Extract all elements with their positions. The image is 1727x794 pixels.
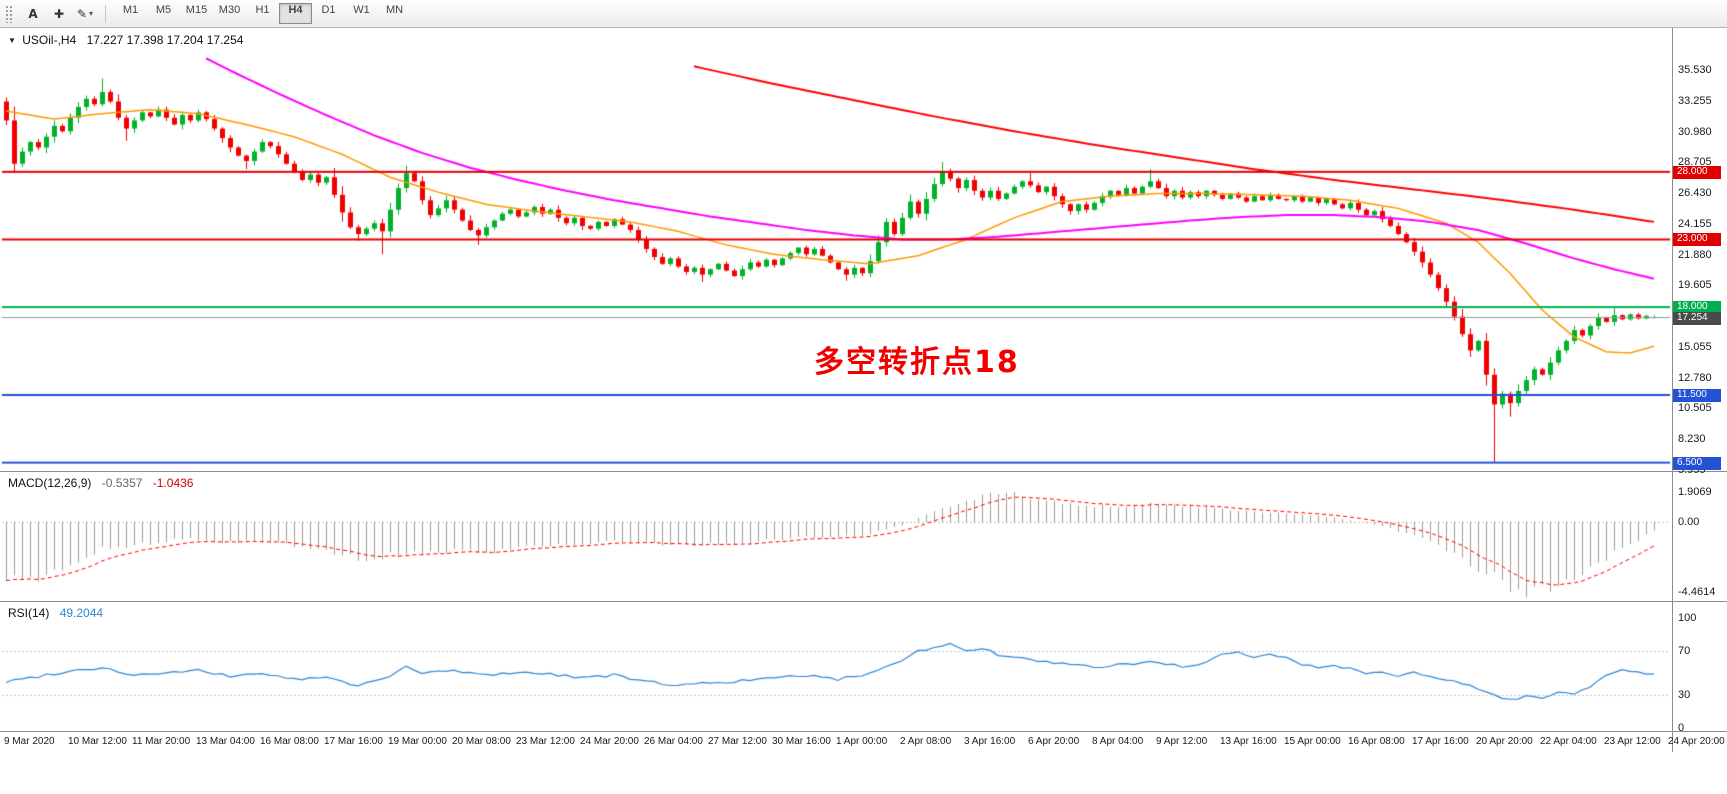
pencil-icon: ✎ [76, 6, 88, 21]
time-axis-label: 13 Apr 16:00 [1220, 736, 1277, 747]
time-axis-label: 11 Mar 20:00 [132, 736, 191, 747]
rsi-tick-label: 100 [1678, 612, 1697, 624]
price-line-badge[interactable]: 11.500 [1673, 389, 1721, 402]
time-axis-label: 1 Apr 00:00 [836, 736, 888, 747]
rsi-label: RSI(14) [8, 606, 50, 620]
price-tick-label: 33.255 [1678, 94, 1712, 107]
draw-tool-button[interactable]: ✎ ▾ [73, 3, 97, 25]
price-line-badge[interactable]: 18.000 [1673, 301, 1721, 315]
toolbar-separator [105, 4, 106, 23]
timeframe-button-m15[interactable]: M15 [185, 4, 208, 16]
price-tick-label: 8.230 [1678, 433, 1706, 446]
toolbar: A ✚ ✎ ▾ M1 M5 M15 M30 H1 H4 D1 W1 MN [0, 0, 1727, 28]
timeframe-button-d1[interactable]: D1 [321, 4, 336, 16]
toolbar-drag-handle[interactable] [5, 4, 14, 23]
rsi-tick-label: 30 [1678, 689, 1691, 701]
rsi-tick-label: 70 [1678, 645, 1691, 657]
price-tick-label: 12.780 [1678, 371, 1712, 384]
timeframe-group: M1 M5 M15 M30 H1 H4 D1 W1 MN [114, 3, 411, 24]
macd-main-value: -0.5357 [101, 476, 143, 490]
price-tick-label: 10.505 [1678, 402, 1712, 415]
macd-signal-value: -1.0436 [152, 476, 194, 490]
chart-info: ▼ USOil-,H4 17.227 17.398 17.204 17.254 [8, 33, 243, 47]
chart-symbol-period: USOil-,H4 [22, 33, 77, 47]
price-line-badge[interactable]: 28.000 [1673, 165, 1721, 179]
price-line-badge[interactable]: 6.500 [1673, 456, 1721, 470]
text-annotation[interactable]: 多空转折点18 [814, 345, 1020, 381]
price-scale-border [1672, 28, 1673, 752]
macd-panel[interactable] [0, 472, 1672, 601]
chart-ohlc-values: 17.227 17.398 17.204 17.254 [86, 33, 244, 47]
price-tick-label: 21.880 [1678, 248, 1712, 261]
timeframe-button-h1[interactable]: H1 [255, 4, 270, 16]
time-axis-label: 17 Mar 16:00 [324, 736, 383, 747]
text-tool-button[interactable]: A [28, 6, 38, 21]
time-axis-label: 16 Mar 08:00 [260, 736, 319, 747]
macd-tick-label: -4.4614 [1678, 586, 1716, 598]
time-axis-label: 24 Mar 20:00 [580, 736, 639, 747]
time-axis-label: 20 Mar 08:00 [452, 736, 511, 747]
time-axis-label: 9 Apr 12:00 [1156, 736, 1208, 747]
timeframe-button-w1[interactable]: W1 [353, 4, 370, 16]
timeframe-button-m30[interactable]: M30 [218, 4, 241, 16]
time-axis-label: 23 Mar 12:00 [516, 736, 575, 747]
panel-splitter-macd[interactable] [0, 471, 1727, 472]
rsi-tick-label: 0 [1678, 722, 1685, 734]
time-axis-label: 15 Apr 00:00 [1284, 736, 1341, 747]
price-tick-label: 35.530 [1678, 64, 1712, 76]
timeframe-button-m5[interactable]: M5 [155, 4, 172, 16]
macd-label: MACD(12,26,9) [8, 476, 92, 490]
macd-tick-label: 0.00 [1678, 515, 1700, 528]
time-axis-label: 16 Apr 08:00 [1348, 736, 1405, 747]
chevron-down-icon[interactable]: ▼ [8, 36, 16, 45]
time-axis-label: 24 Apr 20:00 [1668, 736, 1725, 747]
timeframe-button-h4[interactable]: H4 [279, 3, 312, 24]
rsi-panel[interactable] [0, 602, 1672, 731]
macd-header: MACD(12,26,9) -0.5357 -1.0436 [8, 476, 193, 490]
price-tick-label: 30.980 [1678, 125, 1712, 138]
price-line-badge[interactable]: 23.000 [1673, 233, 1721, 247]
crosshair-icon: ✚ [53, 6, 65, 21]
macd-tick-label: 1.9069 [1678, 486, 1712, 498]
time-axis-label: 9 Mar 2020 [4, 736, 55, 747]
timeframe-button-mn[interactable]: MN [385, 4, 404, 16]
time-axis-label: 10 Mar 12:00 [68, 736, 127, 747]
crosshair-tool-button[interactable]: ✚ [47, 3, 71, 25]
time-axis-label: 26 Mar 04:00 [644, 736, 703, 747]
time-axis-label: 22 Apr 04:00 [1540, 736, 1597, 747]
time-axis-label: 3 Apr 16:00 [964, 736, 1016, 747]
rsi-header: RSI(14) 49.2044 [8, 606, 103, 620]
panel-splitter-rsi[interactable] [0, 601, 1727, 602]
time-axis-label: 20 Apr 20:00 [1476, 736, 1533, 747]
time-axis-label: 6 Apr 20:00 [1028, 736, 1080, 747]
price-tick-label: 19.605 [1678, 279, 1712, 292]
time-axis-label: 27 Mar 12:00 [708, 736, 767, 747]
price-tick-label: 26.430 [1678, 187, 1712, 200]
price-tick-label: 24.155 [1678, 217, 1712, 230]
time-axis-label: 8 Apr 04:00 [1092, 736, 1144, 747]
main-chart-area[interactable] [0, 29, 1672, 471]
timeframe-button-m1[interactable]: M1 [122, 4, 139, 16]
time-axis-label: 17 Apr 16:00 [1412, 736, 1469, 747]
time-axis-label: 13 Mar 04:00 [196, 736, 255, 747]
current-price-badge: 17.254 [1673, 312, 1721, 326]
rsi-value: 49.2044 [59, 606, 104, 620]
time-axis-label: 23 Apr 12:00 [1604, 736, 1661, 747]
time-axis-label: 30 Mar 16:00 [772, 736, 831, 747]
time-axis-border [0, 731, 1727, 732]
price-tick-label: 28.705 [1678, 156, 1712, 169]
time-axis-label: 2 Apr 08:00 [900, 736, 952, 747]
chevron-down-icon: ▾ [89, 9, 94, 18]
time-axis-label: 19 Mar 00:00 [388, 736, 447, 747]
price-tick-label: 15.055 [1678, 340, 1712, 353]
